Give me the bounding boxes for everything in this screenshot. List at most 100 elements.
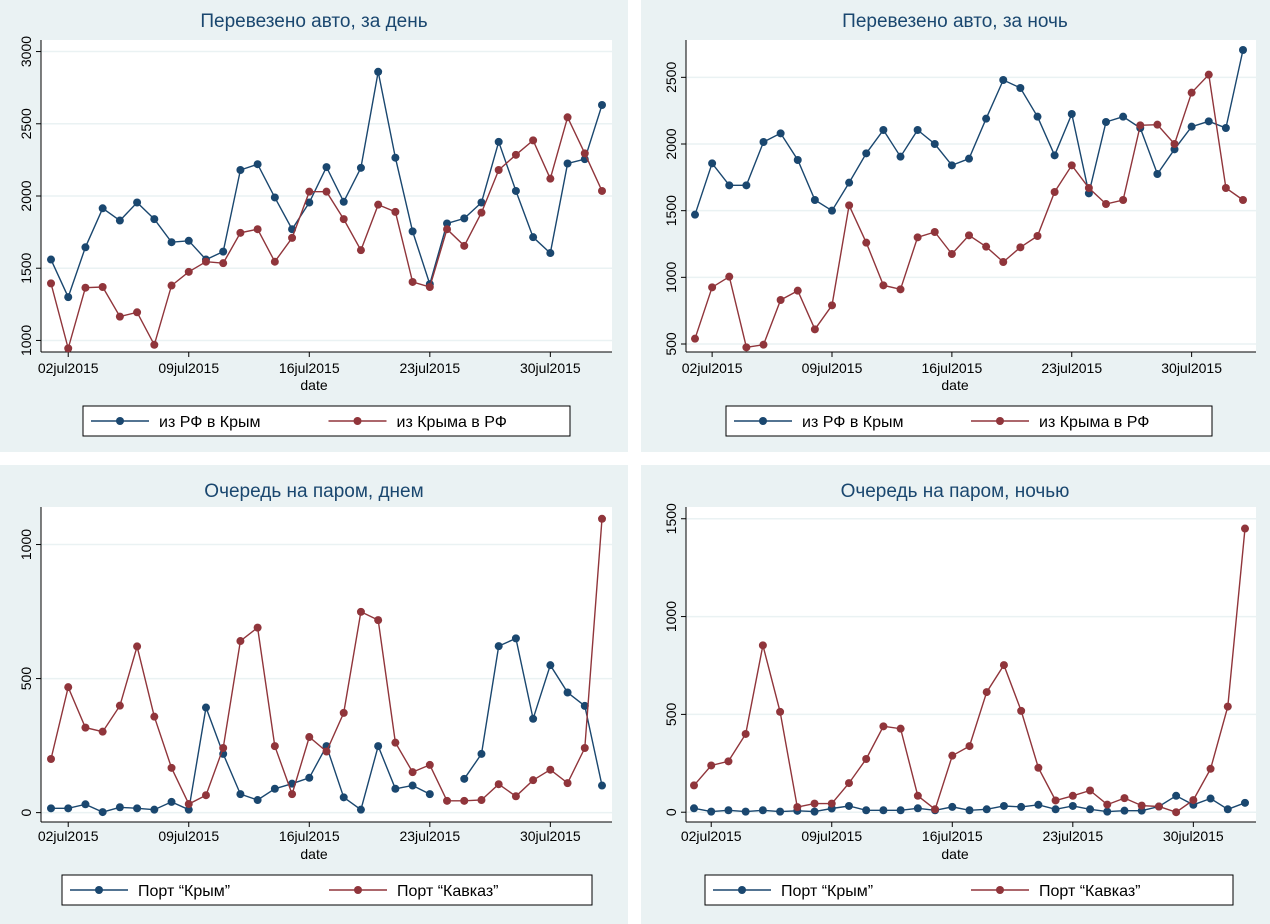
legend-label: Порт “Кавказ” xyxy=(397,883,499,900)
data-point xyxy=(81,243,90,252)
data-point xyxy=(598,514,606,523)
data-point xyxy=(529,776,538,785)
data-point xyxy=(1016,84,1025,92)
data-point xyxy=(133,198,142,207)
data-point xyxy=(374,200,383,209)
data-point xyxy=(322,163,331,172)
data-point xyxy=(1136,121,1145,130)
data-point xyxy=(460,241,469,250)
data-point xyxy=(1239,46,1247,54)
legend-marker xyxy=(996,886,1004,894)
data-point xyxy=(219,247,228,256)
data-point xyxy=(374,616,383,625)
data-point xyxy=(563,113,572,122)
data-point xyxy=(253,623,262,632)
data-point xyxy=(598,186,606,195)
data-point xyxy=(1187,88,1196,97)
data-point xyxy=(546,661,555,670)
data-point xyxy=(133,308,142,317)
data-point xyxy=(356,607,365,616)
data-point xyxy=(460,774,469,783)
data-point xyxy=(494,780,503,789)
data-point xyxy=(184,805,193,814)
data-point xyxy=(288,233,297,242)
data-point xyxy=(896,285,905,294)
data-point xyxy=(879,126,888,134)
data-point xyxy=(167,763,176,772)
data-point xyxy=(546,174,555,183)
data-point xyxy=(443,796,452,805)
data-point xyxy=(529,714,538,723)
data-point xyxy=(253,160,262,169)
data-point xyxy=(776,129,785,138)
data-point xyxy=(1102,118,1110,126)
data-point xyxy=(844,801,853,810)
data-point xyxy=(115,216,124,225)
data-point xyxy=(167,281,176,290)
chart-0: Перевезено авто, за день 1000 1500 2000 2500… xyxy=(18,11,612,437)
data-point xyxy=(742,181,751,190)
data-point xyxy=(725,181,734,190)
y-tick-label: 2500 xyxy=(663,62,679,93)
x-tick-label: 23jul2015 xyxy=(1042,828,1103,844)
data-point xyxy=(1067,110,1076,118)
data-point xyxy=(758,806,767,815)
data-point xyxy=(133,804,142,813)
legend-marker xyxy=(354,886,362,894)
data-point xyxy=(443,219,452,228)
data-point xyxy=(896,152,905,161)
data-point xyxy=(494,642,503,651)
data-point xyxy=(580,701,589,710)
y-tick-label: 2500 xyxy=(18,108,34,139)
data-point xyxy=(965,154,973,163)
data-point xyxy=(391,207,400,216)
data-point xyxy=(150,215,159,224)
data-point xyxy=(219,259,228,268)
data-point xyxy=(1033,112,1042,121)
data-point xyxy=(810,196,819,204)
x-tick-label: 02jul2015 xyxy=(681,828,742,844)
chart-title: Перевезено авто, за ночь xyxy=(842,11,1068,32)
data-point xyxy=(999,801,1008,810)
data-point xyxy=(1206,794,1215,803)
y-tick-label: 3000 xyxy=(18,36,34,67)
legend-marker xyxy=(353,417,362,425)
data-point xyxy=(356,246,365,255)
data-point xyxy=(374,67,383,76)
data-point xyxy=(47,755,55,763)
data-point xyxy=(1239,196,1247,204)
data-point xyxy=(862,238,871,247)
data-point xyxy=(691,334,699,343)
data-point xyxy=(150,340,159,349)
data-point xyxy=(1153,170,1162,178)
data-point xyxy=(930,140,939,148)
x-tick-label: 30jul2015 xyxy=(520,360,581,376)
y-tick-label: 0 xyxy=(663,808,679,816)
data-point xyxy=(356,163,365,172)
data-point xyxy=(862,755,871,763)
data-point xyxy=(356,805,365,814)
data-point xyxy=(965,806,974,815)
data-point xyxy=(529,136,538,145)
legend-box xyxy=(725,405,1213,437)
data-point xyxy=(391,153,400,162)
data-point xyxy=(81,723,90,732)
data-point xyxy=(1051,805,1060,814)
data-point xyxy=(879,806,888,815)
data-point xyxy=(1086,786,1095,795)
data-point xyxy=(1172,808,1181,817)
data-point xyxy=(1223,702,1232,711)
data-point xyxy=(913,791,922,800)
data-point xyxy=(862,149,871,158)
legend-label: из Крыма в РФ xyxy=(397,414,507,431)
data-point xyxy=(1120,806,1129,815)
data-point xyxy=(460,214,469,223)
data-point xyxy=(270,784,279,793)
data-point xyxy=(511,150,520,159)
x-tick-label: 09jul2015 xyxy=(801,828,862,844)
data-point xyxy=(741,807,750,816)
data-point xyxy=(253,225,262,234)
data-point xyxy=(982,688,991,697)
data-point xyxy=(98,283,107,291)
